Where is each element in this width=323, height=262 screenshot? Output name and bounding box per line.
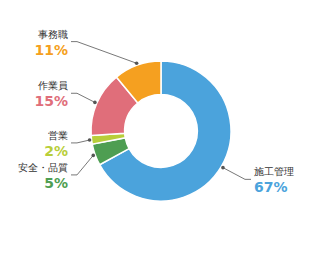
slice <box>116 61 161 103</box>
leader-dot <box>135 61 139 65</box>
leader-line <box>223 168 251 180</box>
value-label: 11% <box>34 42 68 58</box>
leader-line <box>71 140 90 143</box>
leader-dot <box>221 166 225 170</box>
leader-line <box>71 155 93 175</box>
category-label: 事務職 <box>38 29 68 40</box>
value-label: 5% <box>44 175 68 191</box>
leader-dot <box>91 154 95 158</box>
leader-line <box>71 42 137 64</box>
leader-dot <box>93 101 97 105</box>
category-label: 営業 <box>48 130 68 141</box>
category-label: 作業員 <box>37 80 68 91</box>
chart: 施工管理 67% 安全・品質 5% 営業 2% 作業員 15% 事務職 11% <box>0 0 323 262</box>
value-label: 2% <box>44 143 68 159</box>
slices <box>91 61 231 201</box>
leader-dot <box>88 138 92 142</box>
value-label: 67% <box>254 179 288 195</box>
labels: 施工管理 67% 安全・品質 5% 営業 2% 作業員 15% 事務職 11% <box>18 29 294 196</box>
category-label: 安全・品質 <box>18 162 68 173</box>
category-label: 施工管理 <box>254 166 294 177</box>
value-label: 15% <box>34 93 68 109</box>
leader-line <box>71 93 95 102</box>
